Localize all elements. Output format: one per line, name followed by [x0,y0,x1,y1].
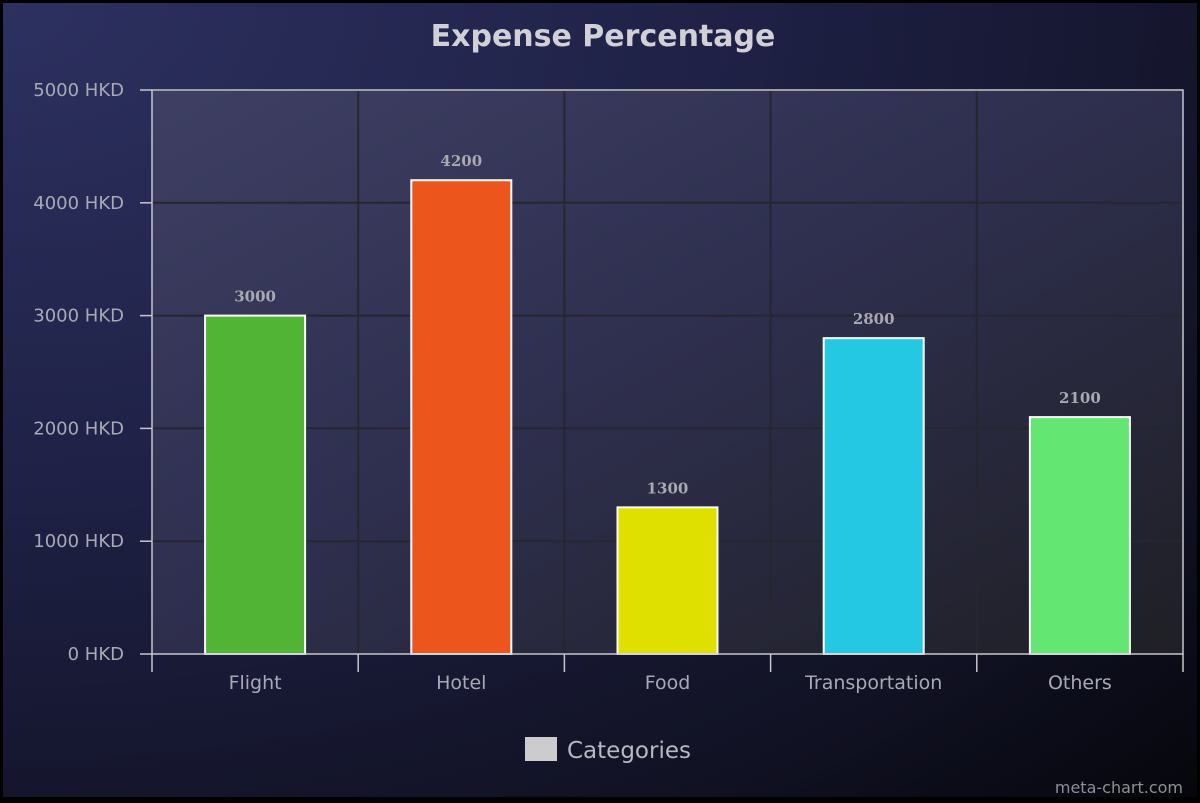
bar-flight [204,314,307,655]
y-tick-label: 5000 HKD [33,80,124,101]
data-label: 3000 [234,288,276,306]
bar-food [616,506,719,655]
y-tick-label: 3000 HKD [33,306,124,327]
x-tick-label: Food [645,672,691,694]
bars [204,179,1131,656]
plot-border [151,89,1184,655]
legend-swatch [525,737,557,761]
y-tick-label: 4000 HKD [33,193,124,214]
y-tick-label: 2000 HKD [33,418,124,439]
y-tick-label: 0 HKD [68,644,124,665]
data-label: 1300 [647,479,689,497]
x-tick-label: Others [1048,672,1112,694]
bar-transportation [822,337,925,655]
bar-chart: Expense Percentage 0 HKD 1000 HKD 2000 HKD… [33,19,1184,797]
x-tick-label: Hotel [436,672,486,694]
x-tick-label: Flight [229,672,282,694]
legend: Categories [525,737,691,764]
bar-hotel [410,179,513,656]
y-tick-label: 1000 HKD [33,531,124,552]
labels: 0 HKD 1000 HKD 2000 HKD 3000 HKD 4000 HKD 500… [33,80,1112,694]
chart-title: Expense Percentage [431,19,776,54]
legend-entry: Categories [567,738,691,764]
credit-text: meta-chart.com [1055,778,1183,797]
x-tick-label: Transportation [804,672,942,694]
data-label: 2800 [853,310,895,328]
data-label: 2100 [1059,389,1101,407]
axes [140,89,1184,672]
grid-lines [152,89,1183,654]
bar-others [1028,416,1131,655]
data-label: 4200 [440,152,482,170]
